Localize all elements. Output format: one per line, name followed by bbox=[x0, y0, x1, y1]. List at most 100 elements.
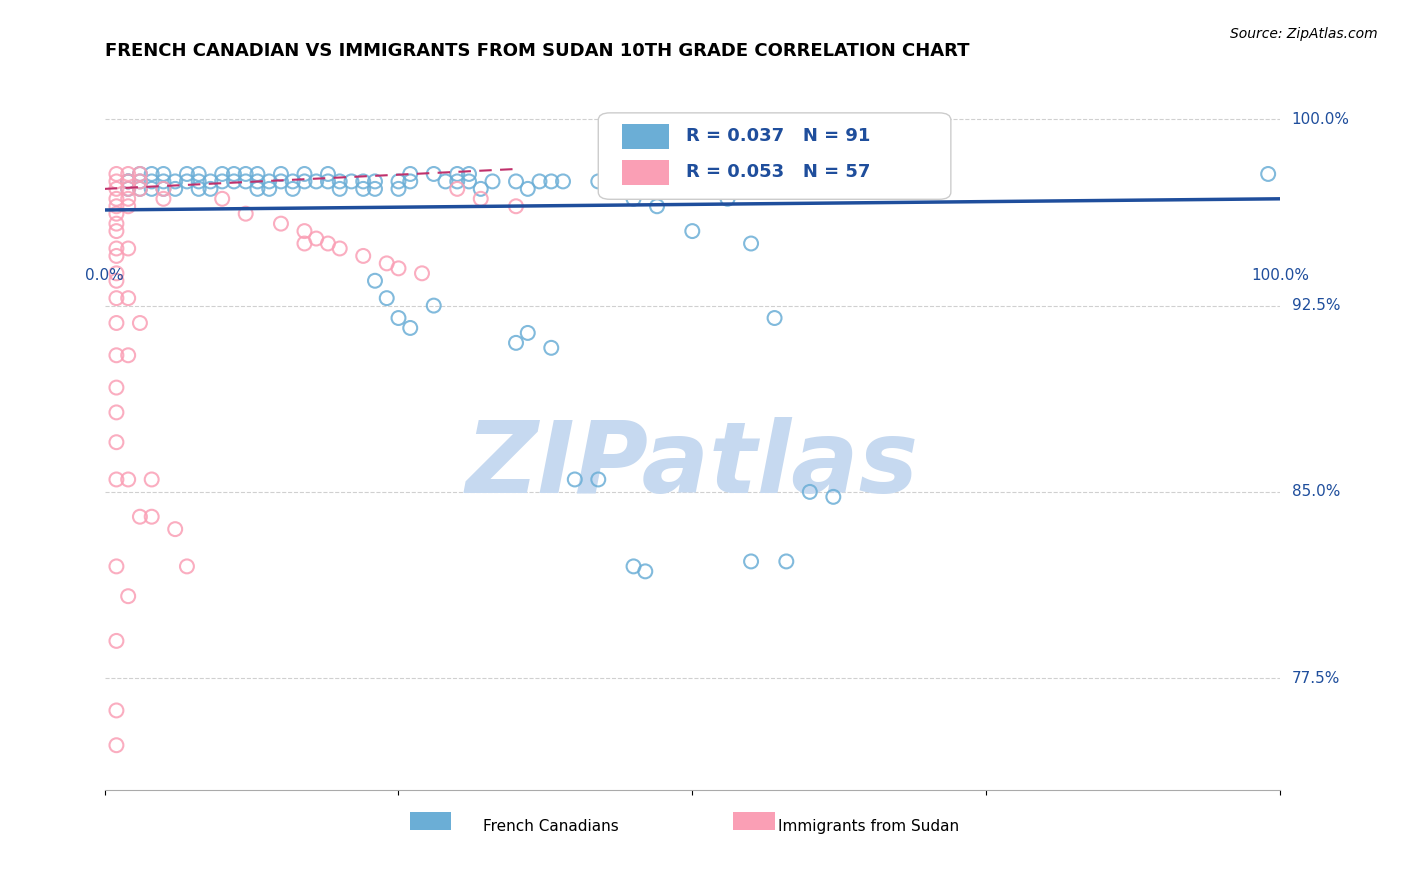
Point bbox=[763, 311, 786, 326]
Point bbox=[294, 236, 316, 251]
Point bbox=[516, 326, 538, 340]
Point bbox=[129, 182, 152, 196]
Text: Immigrants from Sudan: Immigrants from Sudan bbox=[778, 819, 959, 834]
Point bbox=[117, 242, 139, 256]
Point bbox=[387, 182, 409, 196]
Point bbox=[105, 174, 128, 188]
Point bbox=[211, 174, 233, 188]
Point bbox=[165, 182, 187, 196]
Point bbox=[105, 473, 128, 487]
Point bbox=[117, 174, 139, 188]
Point bbox=[588, 174, 610, 188]
Point bbox=[129, 174, 152, 188]
Point bbox=[235, 207, 257, 221]
Point bbox=[364, 174, 387, 188]
Point bbox=[316, 167, 339, 181]
Point bbox=[458, 167, 481, 181]
Point bbox=[152, 182, 174, 196]
Point bbox=[422, 167, 444, 181]
Point bbox=[316, 236, 339, 251]
Text: French Canadians: French Canadians bbox=[484, 819, 619, 834]
Point bbox=[446, 167, 468, 181]
Point bbox=[281, 182, 304, 196]
Point bbox=[165, 174, 187, 188]
Point bbox=[823, 490, 845, 504]
Point bbox=[105, 167, 128, 181]
Point bbox=[141, 167, 163, 181]
Point bbox=[411, 266, 433, 280]
Point bbox=[270, 167, 292, 181]
Point bbox=[329, 174, 352, 188]
Bar bbox=[411, 812, 451, 830]
Point bbox=[129, 174, 152, 188]
Point bbox=[564, 473, 586, 487]
Point bbox=[129, 509, 152, 524]
Point bbox=[105, 316, 128, 330]
Point bbox=[187, 182, 209, 196]
Text: 100.0%: 100.0% bbox=[1292, 112, 1350, 127]
Point bbox=[316, 174, 339, 188]
Point bbox=[329, 182, 352, 196]
Point bbox=[200, 182, 222, 196]
Point bbox=[505, 199, 527, 213]
Point bbox=[211, 192, 233, 206]
Text: R = 0.037   N = 91: R = 0.037 N = 91 bbox=[686, 127, 870, 145]
Point bbox=[740, 236, 762, 251]
Point bbox=[235, 167, 257, 181]
Text: Source: ZipAtlas.com: Source: ZipAtlas.com bbox=[1230, 27, 1378, 41]
Point bbox=[681, 224, 703, 238]
Point bbox=[470, 192, 492, 206]
Point bbox=[117, 291, 139, 305]
Point bbox=[105, 738, 128, 752]
Point bbox=[329, 242, 352, 256]
Point bbox=[105, 405, 128, 419]
Point bbox=[481, 174, 503, 188]
Point bbox=[270, 217, 292, 231]
Point bbox=[305, 174, 328, 188]
Point bbox=[176, 174, 198, 188]
Point bbox=[422, 299, 444, 313]
Point bbox=[352, 249, 374, 263]
Point bbox=[105, 559, 128, 574]
Point bbox=[387, 174, 409, 188]
Point bbox=[129, 316, 152, 330]
Text: R = 0.053   N = 57: R = 0.053 N = 57 bbox=[686, 163, 870, 181]
Point bbox=[105, 199, 128, 213]
Point bbox=[117, 167, 139, 181]
Point bbox=[187, 167, 209, 181]
Point bbox=[364, 274, 387, 288]
Point bbox=[399, 167, 422, 181]
Point bbox=[294, 224, 316, 238]
Point bbox=[623, 192, 645, 206]
Point bbox=[152, 167, 174, 181]
Point bbox=[117, 199, 139, 213]
Point bbox=[352, 174, 374, 188]
Point bbox=[375, 291, 398, 305]
Point bbox=[141, 509, 163, 524]
Point bbox=[152, 192, 174, 206]
Point bbox=[105, 182, 128, 196]
FancyBboxPatch shape bbox=[599, 113, 950, 199]
Point bbox=[129, 182, 152, 196]
Point bbox=[458, 174, 481, 188]
Point bbox=[105, 266, 128, 280]
Point bbox=[141, 473, 163, 487]
Point bbox=[610, 174, 633, 188]
Point bbox=[222, 174, 245, 188]
Point bbox=[105, 435, 128, 450]
Point bbox=[716, 192, 738, 206]
Point bbox=[105, 207, 128, 221]
Point bbox=[387, 311, 409, 326]
Point bbox=[340, 174, 363, 188]
Point bbox=[141, 182, 163, 196]
Point bbox=[434, 174, 457, 188]
Text: 100.0%: 100.0% bbox=[1251, 268, 1309, 283]
Point bbox=[281, 174, 304, 188]
Point bbox=[211, 167, 233, 181]
Point bbox=[470, 182, 492, 196]
Point bbox=[200, 174, 222, 188]
Point bbox=[187, 174, 209, 188]
Text: 77.5%: 77.5% bbox=[1292, 671, 1340, 686]
Bar bbox=[621, 160, 669, 185]
Point bbox=[599, 174, 621, 188]
